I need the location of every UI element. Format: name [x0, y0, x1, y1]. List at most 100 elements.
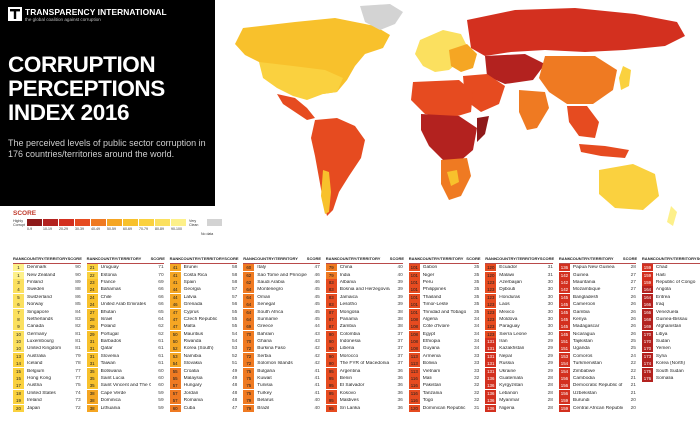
table-row: 79 India 40	[325, 271, 403, 279]
country-cell: Libya	[655, 331, 668, 337]
rank-cell: 28	[86, 315, 98, 323]
legend-bin: 30-39	[75, 219, 90, 231]
country-cell: Liberia	[339, 346, 355, 352]
table-row: 64 Oman 45	[243, 293, 320, 301]
rank-cell: 176	[641, 375, 653, 383]
country-cell: Kenya	[572, 316, 587, 322]
country-cell: Colombia	[339, 331, 361, 337]
country-cell: Angola	[655, 287, 671, 293]
country-cell: Tanzania	[422, 390, 442, 396]
country-cell: Bulgaria	[257, 368, 275, 374]
table-row: 151 Tajikistan 25	[558, 338, 636, 346]
country-cell: Lebanon	[499, 390, 518, 396]
score-cell: 30	[547, 309, 553, 315]
rank-cell: 123	[485, 315, 497, 323]
rank-cell: 57	[169, 397, 181, 405]
score-cell: 30	[547, 302, 553, 308]
score-cell: 90	[75, 265, 81, 271]
table-row: 75 Turkey 41	[243, 389, 320, 397]
score-cell: 54	[231, 331, 238, 337]
org-name: TRANSPARENCY INTERNATIONAL	[25, 7, 167, 17]
score-cell: 65	[158, 309, 164, 315]
score-cell: 15	[697, 324, 700, 329]
table-row: 95 El Salvador 36	[325, 382, 403, 390]
header-country: COUNTRY/TERRITORY	[496, 256, 540, 261]
score-cell: 42	[314, 361, 320, 367]
header-rank: RANK	[485, 256, 497, 261]
table-row: 136 Papua New Guinea 28	[558, 264, 636, 272]
score-cell: 17	[697, 302, 700, 307]
score-cell: 41	[314, 383, 320, 389]
country-cell: Mauritania	[572, 279, 596, 285]
score-cell: 20	[697, 280, 700, 285]
country-cell: Denmark	[27, 265, 47, 271]
score-cell: 30	[547, 279, 553, 285]
score-cell: 61	[158, 346, 164, 352]
score-cell: 26	[630, 302, 636, 308]
country-cell: Cuba	[183, 405, 196, 411]
score-cell: 48	[231, 398, 238, 404]
legend-bin: 90-100	[171, 219, 186, 231]
rank-cell: 159	[641, 271, 653, 279]
rank-cell: 10	[13, 330, 24, 338]
score-cell: 17	[697, 310, 700, 315]
rank-cell: 54	[169, 360, 181, 368]
rank-cell: 29	[86, 330, 98, 338]
score-cell: 48	[231, 383, 238, 389]
rank-cell: 174	[641, 360, 653, 368]
score-cell: 44	[314, 324, 320, 330]
rank-cell: 123	[485, 293, 497, 301]
header-score: SCORE	[67, 256, 82, 261]
score-cell: 27	[630, 287, 636, 293]
table-row: 52 Korea (South) 53	[169, 345, 237, 353]
rank-cell: 170	[641, 345, 653, 353]
rank-cell: 19	[13, 397, 24, 405]
table-row: 47 Malta 55	[169, 323, 238, 331]
legend-bin: 20-29	[59, 219, 74, 231]
score-cell: 47	[231, 405, 238, 411]
legend-bin-label: 20-29	[59, 227, 68, 231]
country-cell: Haiti	[655, 272, 666, 278]
score-cell: 35	[473, 265, 480, 271]
rank-cell: 113	[408, 352, 420, 360]
rank-cell: 21	[86, 264, 98, 272]
score-cell: 75	[75, 383, 81, 389]
country-cell: Turkey	[257, 390, 272, 396]
rank-cell: 17	[13, 382, 24, 390]
score-cell: 32	[473, 398, 480, 404]
country-cell: Yemen	[655, 346, 671, 352]
table-row: 142 Guinea 27	[558, 271, 636, 279]
rank-cell: 116	[408, 397, 420, 405]
rank-cell: 145	[558, 315, 570, 323]
score-cell: 18	[697, 295, 700, 300]
rank-cell: 101	[408, 278, 420, 286]
header-score: SCORE	[539, 256, 555, 261]
score-cell: 16	[697, 317, 700, 322]
country-cell: Kuwait	[257, 376, 272, 382]
table-row: 136 Lebanon 28	[485, 389, 553, 397]
header-score: SCORE	[696, 256, 700, 261]
rank-cell: 20	[13, 404, 24, 412]
legend-bin-label: 60-69	[123, 227, 132, 231]
country-cell: Italy	[257, 265, 267, 271]
country-cell: The FYR of Macedonia	[339, 361, 390, 367]
country-cell: Sudan	[655, 339, 670, 345]
score-cell: 55	[231, 324, 238, 330]
country-cell: Guinea	[572, 272, 589, 278]
country-cell: Grenada	[183, 302, 203, 308]
table-row: 79 Brazil 40	[243, 404, 320, 412]
rank-cell: 64	[243, 286, 255, 294]
rank-cell: 101	[408, 271, 420, 279]
score-cell: 69	[158, 279, 164, 285]
rank-cell: 136	[485, 389, 497, 397]
header-rank: RANK	[86, 256, 99, 261]
country-cell: Uganda	[572, 346, 590, 352]
country-cell: Thailand	[422, 294, 442, 300]
header-rank: RANK	[243, 256, 255, 261]
table-row: 41 Costa Rica 58	[169, 271, 237, 279]
rank-cell: 75	[243, 375, 255, 383]
table-row: 10 Germany 81	[13, 330, 81, 338]
